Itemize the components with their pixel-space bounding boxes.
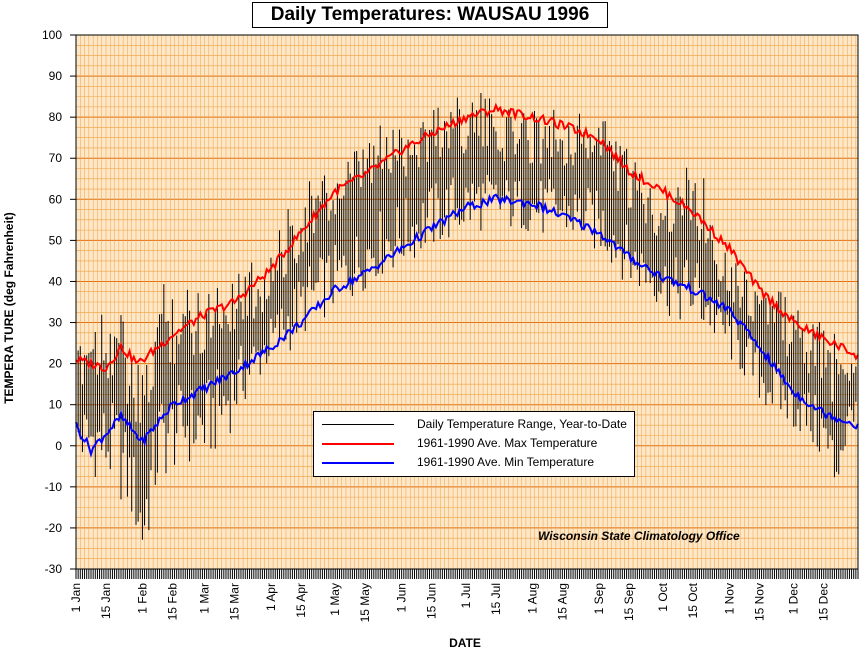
x-tick-label: 15 Jul xyxy=(489,583,503,615)
y-axis: -30 -20 -10 0 10 20 30 40 50 60 70 80 90 100 xyxy=(42,28,76,576)
legend-label-range: Daily Temperature Range, Year-to-Date xyxy=(417,417,627,431)
min-temperature-line xyxy=(75,193,859,458)
credit-annotation: Wisconsin State Climatology Office xyxy=(538,529,740,543)
y-tick-label: 10 xyxy=(49,398,63,412)
x-tick-label: 1 Feb xyxy=(135,583,149,614)
x-tick-label: 1 May xyxy=(328,583,342,616)
y-tick-label: 70 xyxy=(49,151,63,165)
x-tick-label: 15 Jan xyxy=(99,583,113,619)
x-tick-label: 15 Nov xyxy=(752,583,766,621)
legend-item-range: Daily Temperature Range, Year-to-Date xyxy=(322,416,628,434)
max-temperature-line xyxy=(75,102,859,373)
y-tick-label: 90 xyxy=(49,69,63,83)
y-tick-label: -30 xyxy=(45,562,63,576)
x-axis-label: DATE xyxy=(449,636,481,650)
y-tick-label: 40 xyxy=(49,274,63,288)
legend-swatch-max xyxy=(322,443,394,445)
chart-title: Daily Temperatures: WAUSAU 1996 xyxy=(252,2,608,28)
x-tick-label: 15 Jun xyxy=(425,583,439,619)
x-tick-label: 1 Jul xyxy=(459,583,473,608)
legend-item-min: 1961-1990 Ave. Min Temperature xyxy=(322,454,628,472)
x-tick-label: 15 Aug xyxy=(555,583,569,620)
y-tick-label: -20 xyxy=(45,521,63,535)
legend-swatch-min xyxy=(322,462,394,464)
legend-item-max: 1961-1990 Ave. Max Temperature xyxy=(322,435,628,453)
x-tick-label: 15 Mar xyxy=(228,583,242,620)
x-tick-label: 1 Oct xyxy=(656,582,670,611)
x-tick-label: 15 Feb xyxy=(165,583,179,621)
x-tick-label: 15 Apr xyxy=(294,583,308,618)
x-tick-label: 1 Jun xyxy=(395,583,409,612)
x-tick-label: 1 Dec xyxy=(787,583,801,614)
x-tick-label: 1 Sep xyxy=(592,583,606,615)
legend-swatch-range xyxy=(322,424,394,425)
x-tick-label: 1 Mar xyxy=(198,583,212,614)
y-tick-label: -10 xyxy=(45,480,63,494)
y-tick-label: 100 xyxy=(42,28,62,42)
x-tick-label: 1 Nov xyxy=(722,583,736,614)
x-axis: 1 Jan 15 Jan 1 Feb 15 Feb 1 Mar 15 Mar 1 Apr 15… xyxy=(69,569,859,622)
x-tick-label: 1 Jan xyxy=(69,583,83,612)
x-tick-label: 1 Aug xyxy=(525,583,539,614)
y-tick-label: 20 xyxy=(49,357,63,371)
x-tick-label: 15 May xyxy=(358,583,372,622)
x-tick-label: 15 Dec xyxy=(817,583,831,621)
y-tick-label: 0 xyxy=(55,439,62,453)
plot-frame xyxy=(75,34,859,570)
y-tick-label: 50 xyxy=(49,233,63,247)
x-tick-label: 15 Oct xyxy=(686,582,700,618)
legend: Daily Temperature Range, Year-to-Date 19… xyxy=(313,411,635,477)
y-tick-label: 30 xyxy=(49,316,63,330)
y-tick-label: 80 xyxy=(49,110,63,124)
x-tick-label: 1 Apr xyxy=(264,583,278,611)
x-tick-label: 15 Sep xyxy=(622,583,636,621)
y-axis-label: TEMPERA TURE (deg Fahrenheit) xyxy=(2,212,16,404)
legend-label-max: 1961-1990 Ave. Max Temperature xyxy=(417,436,598,450)
legend-label-min: 1961-1990 Ave. Min Temperature xyxy=(417,455,595,469)
y-tick-label: 60 xyxy=(49,192,63,206)
